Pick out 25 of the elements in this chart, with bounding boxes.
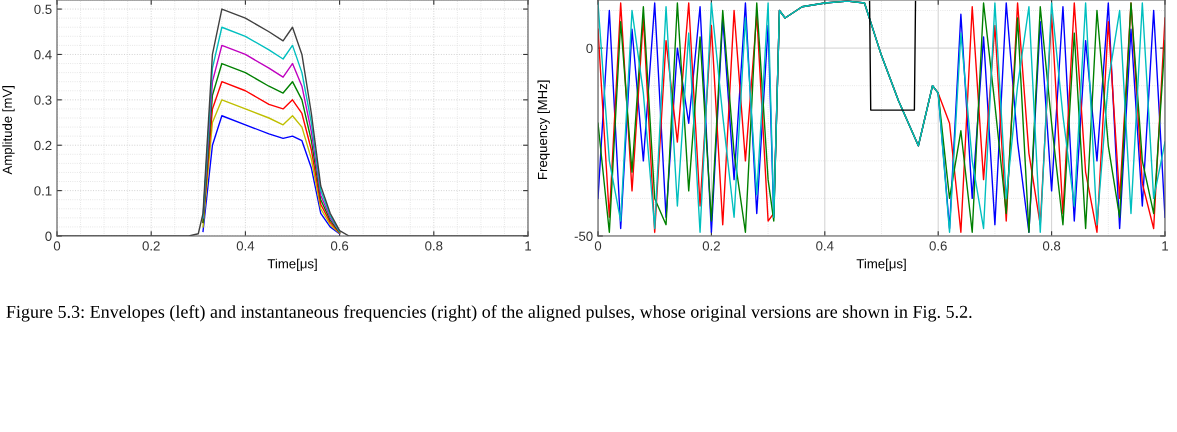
x-tick-label: 0.8 [1042, 241, 1061, 251]
x-tick-label: 0.4 [236, 241, 255, 251]
x-tick-label: 0 [53, 241, 61, 251]
y-tick-label: 0.2 [34, 140, 52, 151]
x-tick-label: 0.2 [142, 241, 160, 251]
x-tick-label: 0.6 [929, 241, 947, 251]
y-axis-title: Amplitude [mV] [2, 86, 15, 175]
x-axis-title: Time[μs] [267, 258, 317, 272]
x-tick-label: 1 [525, 241, 532, 251]
y-axis-title: Frequency [MHz] [537, 80, 550, 179]
x-tick-label: 1 [1162, 241, 1169, 251]
y-tick-label: 0 [45, 231, 52, 241]
y-tick-label: 0.3 [34, 95, 52, 105]
x-tick-label: 0.6 [330, 241, 349, 251]
y-tick-label: -50 [574, 231, 593, 241]
x-tick-label: 0.2 [702, 241, 720, 251]
x-axis-title: Time[μs] [856, 258, 906, 272]
x-tick-label: 0 [594, 241, 602, 251]
x-tick-label: 0.8 [425, 241, 443, 251]
line-series [598, 0, 1165, 233]
y-tick-label: 0.4 [34, 50, 52, 60]
y-tick-label: 0.5 [34, 4, 52, 14]
caption: Figure 5.3: Envelopes (left) and instantaneous frequencies (right) of the aligned pulses, whose original versions are shown in Fig. 5.2. [6, 305, 972, 322]
x-tick-label: 0.4 [816, 241, 834, 251]
y-tick-label: 0.1 [34, 186, 52, 196]
